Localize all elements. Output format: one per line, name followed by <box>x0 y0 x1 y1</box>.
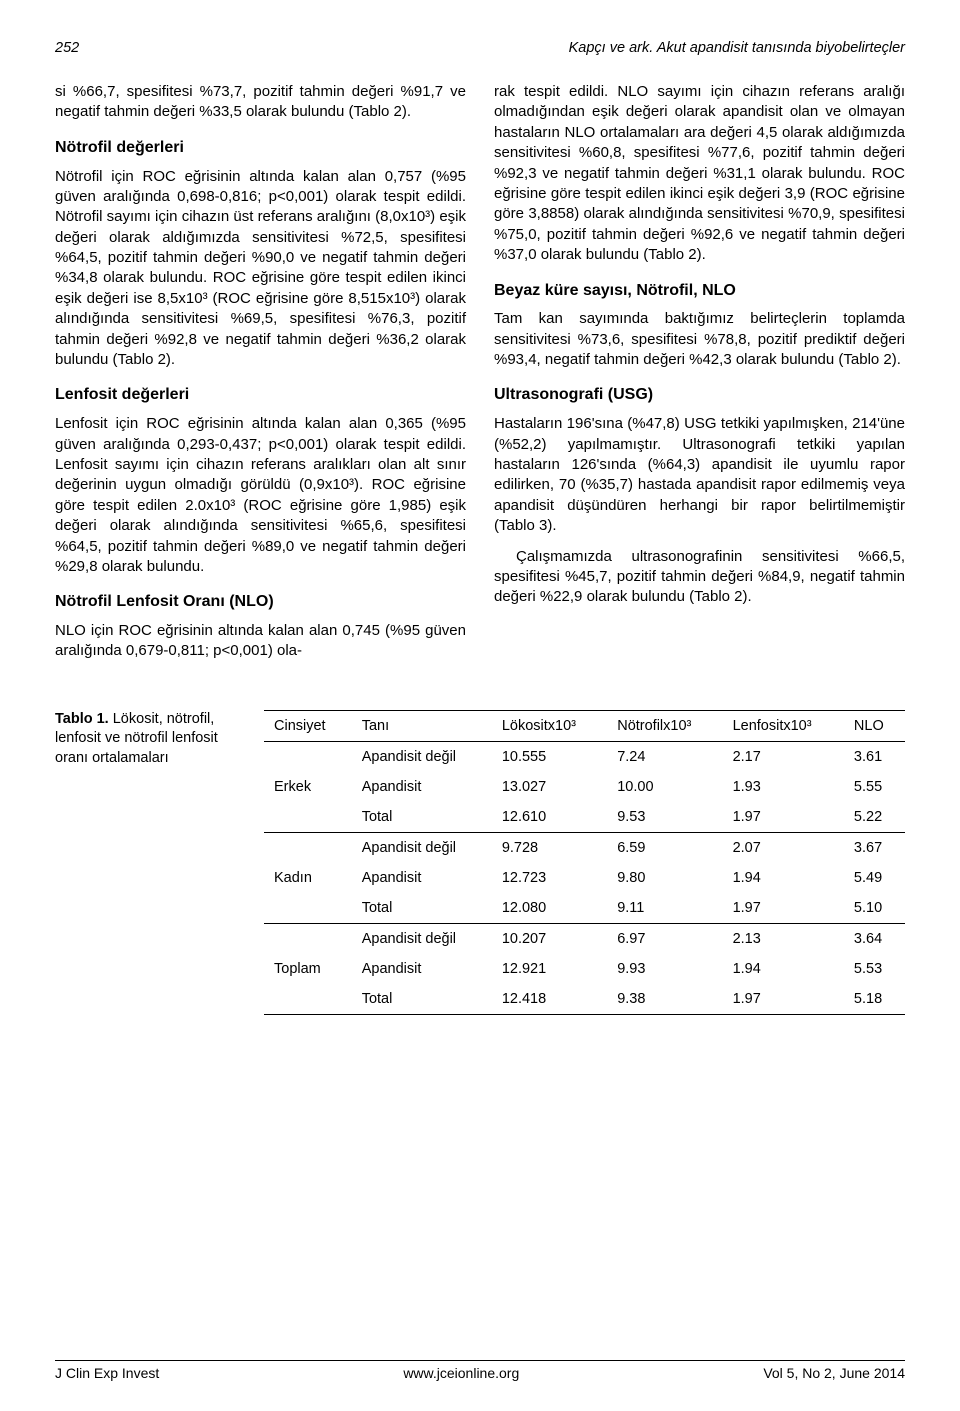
cell-cinsiyet <box>264 923 352 954</box>
cell-value: 1.93 <box>723 772 844 802</box>
table-row: Apandisit değil10.5557.242.173.61 <box>264 741 905 772</box>
cell-value: 13.027 <box>492 772 607 802</box>
cell-cinsiyet: Toplam <box>264 954 352 984</box>
cell-value: 9.80 <box>607 863 722 893</box>
cell-value: 1.94 <box>723 954 844 984</box>
cell-value: 2.13 <box>723 923 844 954</box>
cell-tani: Total <box>352 893 492 924</box>
cell-value: 12.921 <box>492 954 607 984</box>
heading-usg: Ultrasonografi (USG) <box>494 384 905 406</box>
table-caption-label: Tablo 1. <box>55 711 109 727</box>
table-row: Apandisit değil10.2076.972.133.64 <box>264 923 905 954</box>
table-row: KadınApandisit12.7239.801.945.49 <box>264 863 905 893</box>
heading-beyaz-kure: Beyaz küre sayısı, Nötrofil, NLO <box>494 280 905 302</box>
table-row: Total12.0809.111.975.10 <box>264 893 905 924</box>
cell-value: 1.97 <box>723 802 844 833</box>
cell-value: 5.53 <box>844 954 905 984</box>
cell-cinsiyet: Kadın <box>264 863 352 893</box>
cell-cinsiyet <box>264 893 352 924</box>
para-nlo: NLO için ROC eğrisinin altında kalan ala… <box>55 621 466 662</box>
table-header-row: Cinsiyet Tanı Lökositx10³ Nötrofilx10³ L… <box>264 710 905 741</box>
cell-value: 9.93 <box>607 954 722 984</box>
cell-value: 7.24 <box>607 741 722 772</box>
cell-value: 9.38 <box>607 984 722 1015</box>
data-table: Cinsiyet Tanı Lökositx10³ Nötrofilx10³ L… <box>264 710 905 1015</box>
cell-tani: Apandisit <box>352 954 492 984</box>
table-block: Tablo 1. Lökosit, nötrofil, lenfosit ve … <box>55 710 905 1015</box>
running-header: 252 Kapçı ve ark. Akut apandisit tanısın… <box>55 40 905 60</box>
heading-nlo: Nötrofil Lenfosit Oranı (NLO) <box>55 591 466 613</box>
cell-tani: Apandisit değil <box>352 741 492 772</box>
cell-value: 9.53 <box>607 802 722 833</box>
table-row: ErkekApandisit13.02710.001.935.55 <box>264 772 905 802</box>
cell-value: 9.728 <box>492 832 607 863</box>
cell-cinsiyet <box>264 802 352 833</box>
cell-tani: Total <box>352 984 492 1015</box>
cell-value: 5.18 <box>844 984 905 1015</box>
page-number: 252 <box>55 40 79 56</box>
cell-tani: Apandisit <box>352 863 492 893</box>
cell-value: 3.61 <box>844 741 905 772</box>
cell-cinsiyet <box>264 741 352 772</box>
cell-value: 10.207 <box>492 923 607 954</box>
col-nlo: NLO <box>844 710 905 741</box>
para-usg-1: Hastaların 196'sına (%47,8) USG tetkiki … <box>494 414 905 536</box>
col-cinsiyet: Cinsiyet <box>264 710 352 741</box>
table-row: ToplamApandisit12.9219.931.945.53 <box>264 954 905 984</box>
cell-value: 2.07 <box>723 832 844 863</box>
para-notrofil: Nötrofil için ROC eğrisinin altında kala… <box>55 167 466 371</box>
cell-value: 5.49 <box>844 863 905 893</box>
col-lokosit: Lökositx10³ <box>492 710 607 741</box>
footer-right: Vol 5, No 2, June 2014 <box>763 1365 905 1381</box>
cell-value: 12.610 <box>492 802 607 833</box>
page-footer: J Clin Exp Invest www.jceionline.org Vol… <box>55 1360 905 1381</box>
cell-tani: Apandisit değil <box>352 923 492 954</box>
cell-tani: Total <box>352 802 492 833</box>
cell-value: 6.97 <box>607 923 722 954</box>
heading-notrofil: Nötrofil değerleri <box>55 137 466 159</box>
col-tani: Tanı <box>352 710 492 741</box>
table-row: Total12.4189.381.975.18 <box>264 984 905 1015</box>
cell-value: 2.17 <box>723 741 844 772</box>
cell-tani: Apandisit <box>352 772 492 802</box>
cell-cinsiyet <box>264 832 352 863</box>
col-lenfosit: Lenfositx10³ <box>723 710 844 741</box>
table-row: Total12.6109.531.975.22 <box>264 802 905 833</box>
cell-value: 3.67 <box>844 832 905 863</box>
cell-value: 5.55 <box>844 772 905 802</box>
cell-value: 12.080 <box>492 893 607 924</box>
cell-value: 1.97 <box>723 893 844 924</box>
table-row: Apandisit değil9.7286.592.073.67 <box>264 832 905 863</box>
cell-value: 6.59 <box>607 832 722 863</box>
body-columns: si %66,7, spesifitesi %73,7, pozitif tah… <box>55 82 905 672</box>
running-title: Kapçı ve ark. Akut apandisit tanısında b… <box>569 40 905 56</box>
footer-left: J Clin Exp Invest <box>55 1365 159 1381</box>
cell-value: 9.11 <box>607 893 722 924</box>
left-column: si %66,7, spesifitesi %73,7, pozitif tah… <box>55 82 466 672</box>
cell-cinsiyet: Erkek <box>264 772 352 802</box>
col-notrofil: Nötrofilx10³ <box>607 710 722 741</box>
cell-value: 5.10 <box>844 893 905 924</box>
table-caption: Tablo 1. Lökosit, nötrofil, lenfosit ve … <box>55 710 240 769</box>
cell-value: 1.94 <box>723 863 844 893</box>
cell-value: 12.418 <box>492 984 607 1015</box>
cell-cinsiyet <box>264 984 352 1015</box>
cell-value: 10.555 <box>492 741 607 772</box>
cell-value: 10.00 <box>607 772 722 802</box>
para-beyaz-kure: Tam kan sayımında baktığımız belirteçler… <box>494 309 905 370</box>
cell-tani: Apandisit değil <box>352 832 492 863</box>
cell-value: 5.22 <box>844 802 905 833</box>
para-intro: si %66,7, spesifitesi %73,7, pozitif tah… <box>55 82 466 123</box>
cell-value: 12.723 <box>492 863 607 893</box>
cell-value: 3.64 <box>844 923 905 954</box>
cell-value: 1.97 <box>723 984 844 1015</box>
footer-center: www.jceionline.org <box>403 1365 519 1381</box>
right-column: rak tespit edildi. NLO sayımı için cihaz… <box>494 82 905 672</box>
para-usg-2: Çalışmamızda ultrasonografinin sensitivi… <box>494 547 905 608</box>
para-lenfosit: Lenfosit için ROC eğrisinin altında kala… <box>55 414 466 577</box>
heading-lenfosit: Lenfosit değerleri <box>55 384 466 406</box>
para-nlo-cont: rak tespit edildi. NLO sayımı için cihaz… <box>494 82 905 266</box>
